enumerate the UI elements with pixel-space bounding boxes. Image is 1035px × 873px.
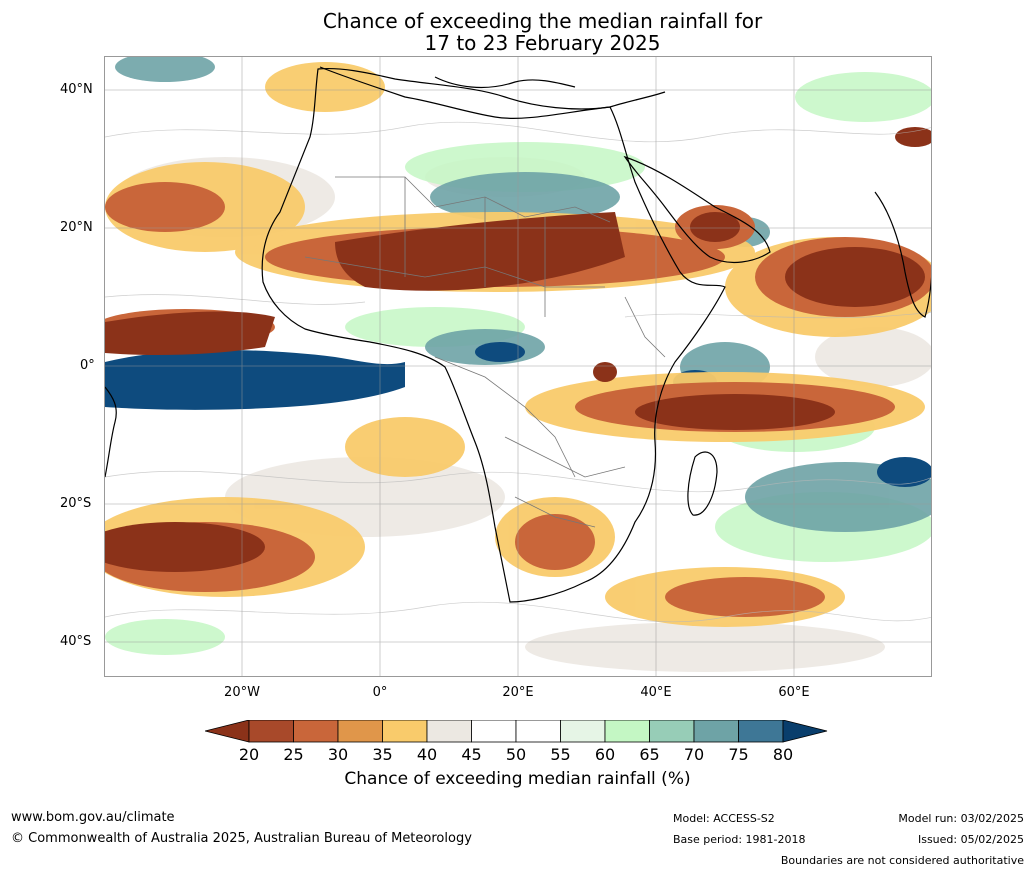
colorbar-arrow-high xyxy=(782,720,828,743)
title-line-2: 17 to 23 February 2025 xyxy=(424,31,661,55)
colorbar-tick-label: 60 xyxy=(594,745,616,764)
contour-lines xyxy=(105,121,931,623)
graticule xyxy=(105,57,931,676)
lon-label-40e: 40°E xyxy=(640,685,672,700)
wet-areas-teal xyxy=(115,57,931,532)
lon-label-20e: 20°E xyxy=(502,685,534,700)
colorbar-segment xyxy=(337,720,383,743)
lat-label-0: 0° xyxy=(80,358,95,373)
footer-disclaimer: Boundaries are not considered authoritat… xyxy=(780,854,1024,867)
colorbar-tick-label: 50 xyxy=(505,745,527,764)
country-borders xyxy=(304,176,666,528)
lat-label-20n: 20°N xyxy=(60,220,93,235)
colorbar-segment xyxy=(382,720,428,743)
colorbar-segment xyxy=(515,720,561,743)
colorbar-title: Chance of exceeding median rainfall (%) xyxy=(344,769,691,789)
rainfall-map xyxy=(104,56,932,677)
lat-label-40s: 40°S xyxy=(60,634,92,649)
map-canvas xyxy=(105,57,931,676)
coastlines xyxy=(105,66,931,603)
colorbar-segment xyxy=(471,720,517,743)
colorbar-tick-label: 25 xyxy=(283,745,304,764)
footer-model-run: Model run: 03/02/2025 xyxy=(898,812,1024,825)
map-title: Chance of exceeding the median rainfall … xyxy=(0,10,1035,54)
colorbar-segment xyxy=(604,720,650,743)
footer-copyright: © Commonwealth of Australia 2025, Austra… xyxy=(11,831,472,846)
colorbar xyxy=(205,720,828,743)
colorbar-segment xyxy=(738,720,784,743)
colorbar-arrow-low xyxy=(205,720,250,743)
colorbar-tick-label: 55 xyxy=(550,745,571,764)
colorbar-segment xyxy=(693,720,739,743)
footer-model: Model: ACCESS-S2 xyxy=(673,812,775,825)
colorbar-tick-label: 65 xyxy=(639,745,660,764)
colorbar-segment xyxy=(560,720,606,743)
colorbar-segment xyxy=(426,720,472,743)
lat-label-40n: 40°N xyxy=(60,82,93,97)
title-line-1: Chance of exceeding the median rainfall … xyxy=(322,9,763,33)
colorbar-tick-label: 45 xyxy=(461,745,482,764)
colorbar-tick-label: 20 xyxy=(238,745,260,764)
colorbar-tick-label: 30 xyxy=(327,745,349,764)
colorbar-tick-label: 40 xyxy=(416,745,438,764)
footer-base-period: Base period: 1981-2018 xyxy=(673,833,806,846)
colorbar-tick-label: 35 xyxy=(372,745,393,764)
lat-label-20s: 20°S xyxy=(60,496,92,511)
colorbar-segment xyxy=(293,720,339,743)
lon-label-60e: 60°E xyxy=(778,685,810,700)
colorbar-segment xyxy=(248,720,294,743)
footer-issued: Issued: 05/02/2025 xyxy=(917,833,1024,846)
colorbar-segment xyxy=(649,720,695,743)
colorbar-tick-label: 75 xyxy=(728,745,749,764)
lon-label-20w: 20°W xyxy=(224,685,260,700)
lon-label-0: 0° xyxy=(372,685,388,700)
dry-areas-brown xyxy=(105,127,931,572)
footer-url[interactable]: www.bom.gov.au/climate xyxy=(11,810,175,825)
colorbar-tick-label: 70 xyxy=(683,745,705,764)
colorbar-tick-label: 80 xyxy=(772,745,794,764)
